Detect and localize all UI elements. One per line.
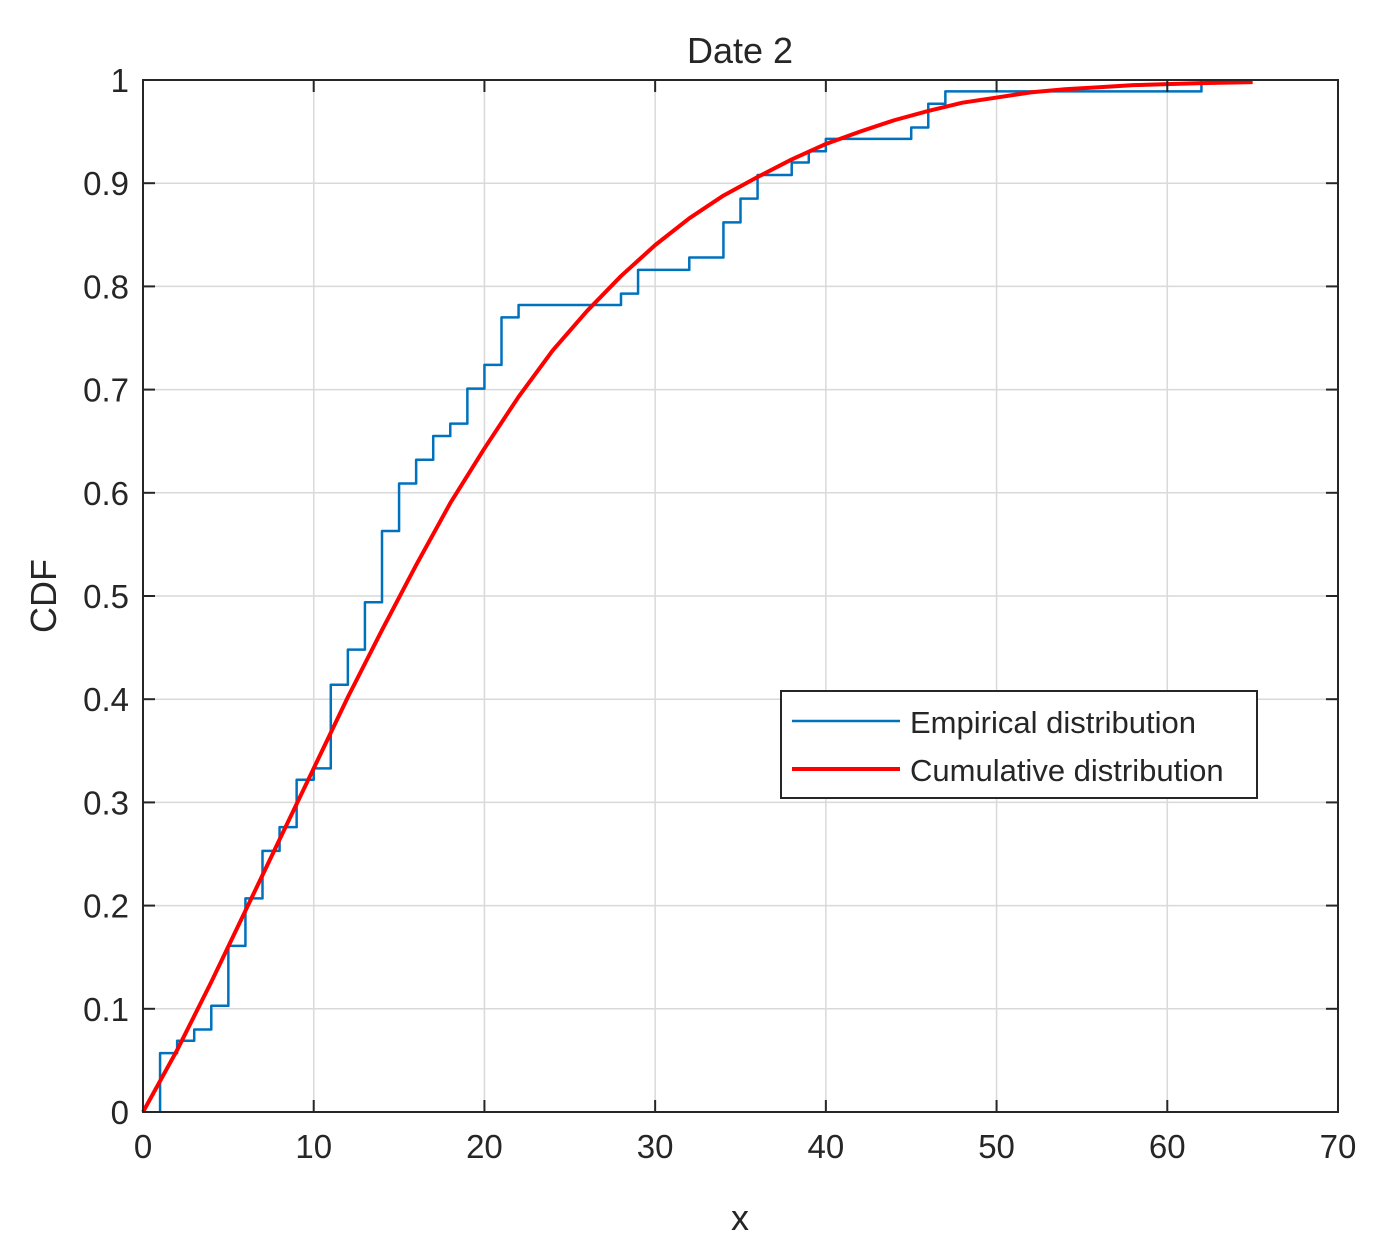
- legend: Empirical distribution Cumulative distri…: [780, 690, 1258, 799]
- cumulative-distribution-line: [141, 80, 1253, 1113]
- x-axis-label: x: [731, 1197, 749, 1238]
- y-tick-label: 0: [111, 1094, 129, 1131]
- x-tick-label: 50: [978, 1128, 1015, 1165]
- y-tick-label: 0.3: [83, 784, 129, 821]
- y-tick-label: 0.6: [83, 475, 129, 512]
- x-tick-label: 40: [807, 1128, 844, 1165]
- ticks: 0 10 20 30 40 50 60 70 0 0.1 0.2 0.3 0.4 0.5 0.6 0.7 0.8…: [83, 62, 1356, 1165]
- legend-box: [780, 690, 1258, 799]
- grid: [143, 80, 1338, 1112]
- y-tick-label: 0.9: [83, 165, 129, 202]
- chart-title: Date 2: [687, 30, 793, 71]
- x-tick-label: 30: [637, 1128, 674, 1165]
- empirical-distribution-line: [158, 80, 1203, 1112]
- y-tick-label: 1: [111, 62, 129, 99]
- x-tick-label: 0: [134, 1128, 152, 1165]
- y-tick-label: 0.1: [83, 991, 129, 1028]
- x-tick-label: 20: [466, 1128, 503, 1165]
- y-tick-label: 0.2: [83, 888, 129, 925]
- x-tick-label: 60: [1149, 1128, 1186, 1165]
- series-layer: [141, 80, 1253, 1113]
- y-tick-label: 0.4: [83, 681, 129, 718]
- y-tick-label: 0.8: [83, 268, 129, 305]
- x-tick-label: 70: [1320, 1128, 1357, 1165]
- x-tick-label: 10: [295, 1128, 332, 1165]
- legend-label-empirical: Empirical distribution: [910, 705, 1196, 740]
- y-tick-label: 0.5: [83, 578, 129, 615]
- y-tick-label: 0.7: [83, 372, 129, 409]
- legend-label-cumulative: Cumulative distribution: [910, 753, 1224, 788]
- y-axis-label: CDF: [23, 559, 64, 633]
